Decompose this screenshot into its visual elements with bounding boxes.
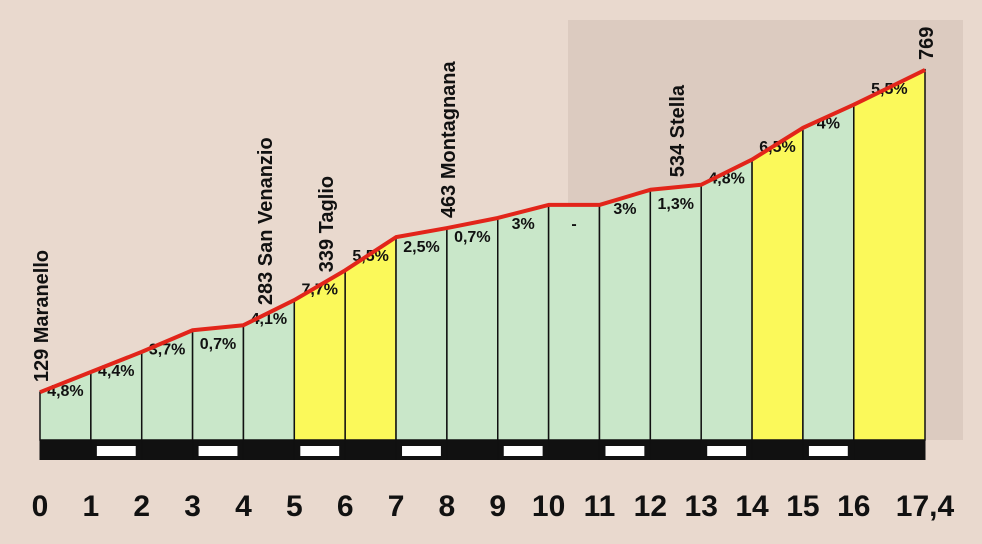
gradient-label: 0,7%: [200, 336, 236, 353]
x-tick-label: 14: [735, 490, 769, 523]
km-strip-white: [96, 446, 136, 456]
km-strip-white: [605, 446, 645, 456]
km-strip-white: [707, 446, 747, 456]
x-tick-label: 3: [184, 490, 201, 523]
gradient-segment: [751, 126, 804, 441]
x-tick-label: 11: [584, 490, 616, 523]
km-strip-white: [402, 446, 441, 456]
gradient-segment: [649, 183, 702, 441]
gradient-segment: [446, 217, 499, 441]
gradient-segment: [598, 188, 652, 441]
waypoint-label: 769: [916, 27, 938, 60]
x-tick-label: 4: [235, 490, 252, 523]
gradient-label: 0,7%: [454, 229, 490, 246]
gradient-label: 3%: [512, 216, 535, 233]
gradient-label: 7,7%: [302, 281, 338, 298]
gradient-label: -: [571, 216, 576, 233]
waypoint-label: 283 San Venanzio: [255, 137, 277, 305]
elevation-line: [39, 68, 926, 395]
x-tick-label: 6: [337, 490, 354, 523]
waypoint-label: 463 Montagnana: [438, 60, 460, 218]
waypoint-label: 129 Maranello: [31, 250, 53, 382]
x-tick-label: 2: [133, 490, 150, 523]
x-tick-label: 7: [388, 490, 405, 523]
waypoint-label: 339 Taglio: [316, 176, 338, 272]
gradient-label: 3%: [613, 201, 636, 218]
gradient-segment: [700, 158, 753, 441]
x-tick-label: 5: [286, 490, 303, 523]
gradient-label: 1,3%: [658, 196, 694, 213]
waypoint-label: 534 Stella: [667, 84, 689, 177]
x-tick-label: 0: [32, 490, 49, 523]
km-strip-white: [198, 446, 238, 456]
x-tick-label: 1: [83, 490, 100, 523]
km-strip-white: [503, 446, 543, 456]
gradient-segment: [395, 227, 448, 441]
x-tick-label: 16: [837, 490, 870, 523]
gradient-label: 2,5%: [403, 239, 439, 256]
km-strip: [40, 440, 925, 460]
gradient-label: 3,7%: [149, 341, 185, 358]
gradient-segment: [497, 203, 550, 441]
x-tick-label: 10: [532, 490, 565, 523]
x-tick-label: 12: [634, 490, 667, 523]
x-tick-label: 8: [439, 490, 456, 523]
gradient-segment: [853, 68, 926, 441]
x-tick-label: 17,4: [896, 490, 955, 523]
x-tick-label: 9: [489, 490, 506, 523]
km-strip-white: [808, 446, 848, 456]
gradient-segment: [802, 103, 855, 441]
km-strip-white: [300, 446, 340, 456]
x-tick-label: 15: [786, 490, 819, 523]
x-tick-label: 13: [685, 490, 718, 523]
gradient-segment: [547, 204, 601, 441]
